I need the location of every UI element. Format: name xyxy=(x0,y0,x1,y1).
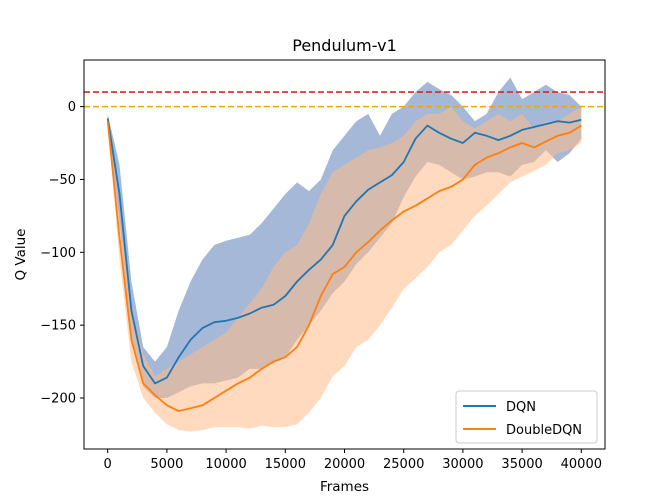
series-lines xyxy=(106,118,582,413)
x-tick-label: 30000 xyxy=(442,457,483,472)
y-tick-label: −200 xyxy=(40,392,76,407)
line-doubledqn xyxy=(106,121,582,413)
y-axis-title: Q Value xyxy=(13,229,29,281)
legend-label-doubledqn: DoubleDQN xyxy=(506,423,582,438)
y-tick-label: 0 xyxy=(68,100,76,115)
legend: DQN DoubleDQN xyxy=(455,390,598,444)
chart-title: Pendulum-v1 xyxy=(292,36,397,55)
x-tick-label: 20000 xyxy=(324,457,365,472)
legend-label-dqn: DQN xyxy=(506,400,536,415)
x-tick-label: 10000 xyxy=(205,457,246,472)
x-axis-ticks: 0 5000 10000 15000 20000 25000 30000 35000 40000 xyxy=(104,449,602,472)
band-doubledqn xyxy=(107,106,582,432)
x-tick-label: 15000 xyxy=(265,457,306,472)
line-dqn xyxy=(106,118,582,385)
x-tick-label: 5000 xyxy=(150,457,183,472)
x-tick-label: 0 xyxy=(104,457,112,472)
x-tick-label: 40000 xyxy=(561,457,602,472)
y-axis-ticks: 0 −50 −100 −150 −200 xyxy=(40,100,84,407)
confidence-bands xyxy=(107,77,582,432)
x-tick-label: 35000 xyxy=(501,457,542,472)
y-tick-label: −150 xyxy=(40,319,76,334)
y-tick-label: −100 xyxy=(40,246,76,261)
reference-lines xyxy=(84,91,605,108)
x-tick-label: 25000 xyxy=(383,457,424,472)
y-tick-label: −50 xyxy=(49,173,76,188)
x-axis-title: Frames xyxy=(320,479,369,495)
